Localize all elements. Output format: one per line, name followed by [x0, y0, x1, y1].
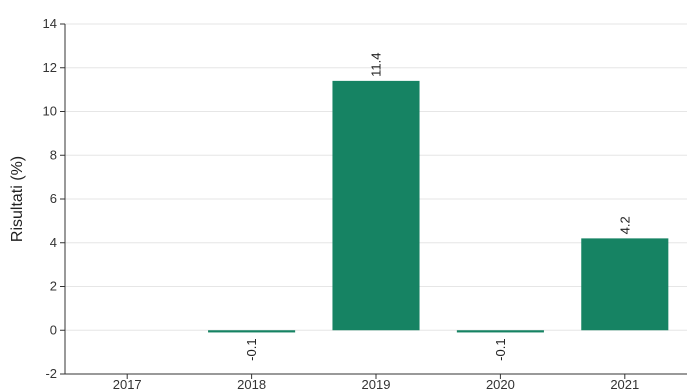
y-tick-label: 12	[43, 60, 57, 75]
bar-2018	[208, 330, 296, 333]
data-label: 11.4	[369, 53, 384, 77]
y-axis-title: Risultati (%)	[9, 156, 26, 242]
y-tick-label: 10	[43, 104, 57, 119]
bar-2019	[332, 80, 420, 331]
data-label: -0.1	[244, 338, 259, 360]
y-tick-label: 4	[50, 235, 57, 250]
x-axis: 2017 2018 2019 2020 2021	[65, 373, 687, 392]
y-tick-label: -2	[45, 366, 57, 381]
y-tick-label: 0	[50, 322, 57, 337]
x-tick-label: 2020	[486, 377, 515, 392]
y-tick-label: 6	[50, 191, 57, 206]
y-axis: -2 0 2 4 6 8 10 12 14	[43, 16, 66, 381]
bars	[208, 80, 669, 333]
x-tick-label: 2017	[113, 377, 142, 392]
data-label: -0.1	[493, 338, 508, 360]
data-label: 4.2	[617, 216, 632, 234]
y-tick-label: 2	[50, 279, 57, 294]
y-tick-label: 8	[50, 147, 57, 162]
y-tick-label: 14	[43, 16, 57, 31]
bar-2020	[456, 330, 544, 333]
x-tick-label: 2021	[610, 377, 639, 392]
x-tick-label: 2018	[237, 377, 266, 392]
data-labels: -0.1 11.4 -0.1 4.2	[244, 53, 632, 361]
x-tick-label: 2019	[362, 377, 391, 392]
bar-2021	[581, 238, 669, 331]
